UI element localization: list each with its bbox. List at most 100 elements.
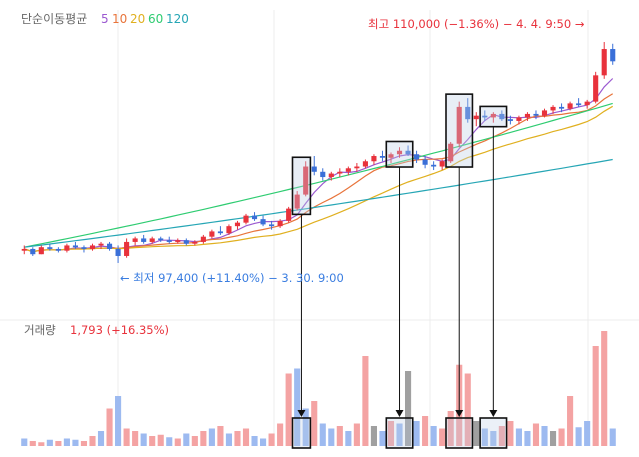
- volume-bar: [464, 373, 471, 446]
- candle-body: [217, 231, 223, 234]
- volume-bar: [208, 428, 215, 446]
- arrow-head: [489, 410, 498, 417]
- candle-body: [30, 248, 36, 255]
- volume-bar: [166, 437, 173, 446]
- volume-bar: [524, 431, 531, 446]
- candle-body: [38, 247, 44, 255]
- volume-bar: [29, 441, 36, 446]
- ma-line-60: [24, 102, 613, 248]
- candle-body: [345, 168, 351, 172]
- candle-body: [260, 219, 266, 225]
- highlight-volume-box: [479, 417, 508, 449]
- candle-body: [439, 161, 445, 167]
- candle-body: [388, 154, 394, 158]
- volume-bar: [174, 438, 181, 446]
- volume-bar: [89, 436, 96, 446]
- volume-bar: [481, 428, 488, 446]
- ma-legend-5: 5: [101, 12, 109, 26]
- volume-bar: [225, 433, 233, 446]
- candle-body: [593, 75, 599, 102]
- volume-bar: [515, 428, 522, 446]
- volume-bar: [336, 426, 343, 446]
- candle-body: [328, 173, 334, 178]
- volume-bar: [115, 396, 122, 446]
- candle-body: [209, 231, 215, 237]
- volume-title: 거래량: [24, 323, 56, 337]
- highlight-volume-box: [445, 417, 474, 449]
- ma-line-20: [24, 105, 614, 253]
- volume-bar: [200, 431, 207, 446]
- candle-body: [414, 154, 420, 160]
- volume-bar: [183, 433, 190, 446]
- ma-legend-20: 20: [130, 12, 145, 26]
- volume-bar: [447, 411, 454, 446]
- candle-body: [567, 103, 573, 109]
- candle-body: [320, 171, 326, 178]
- low-annotation: ← 최저 97,400 (+11.40%) − 3. 30. 9:00: [120, 271, 344, 285]
- highlight-volume-box: [291, 417, 312, 449]
- candle-body: [362, 161, 368, 167]
- volume-bar: [584, 421, 591, 446]
- volume-bar: [157, 434, 164, 446]
- candle-body: [576, 103, 582, 106]
- candle-body: [516, 117, 522, 121]
- candle-body: [473, 115, 479, 120]
- candle-body: [158, 238, 164, 241]
- ma-legend-title: 단순이동평균: [21, 12, 87, 26]
- candle-body: [303, 166, 309, 195]
- candle-body: [499, 113, 505, 120]
- volume-bar: [404, 371, 412, 446]
- volume-bar: [567, 396, 574, 446]
- volume-bar: [379, 431, 386, 446]
- volume-bar: [217, 426, 224, 446]
- volume-bar: [549, 431, 557, 446]
- volume-bar: [191, 436, 198, 446]
- ma-legend-60: 60: [148, 12, 163, 26]
- volume-bar: [55, 441, 62, 446]
- candle-body: [234, 222, 241, 227]
- volume-bar: [319, 423, 326, 446]
- volume-bar: [370, 426, 377, 446]
- candle-body: [584, 101, 590, 106]
- candle-body: [72, 245, 78, 248]
- candle-body: [175, 240, 181, 242]
- volume-bar: [439, 428, 446, 446]
- moving-average-lines: [24, 78, 614, 253]
- candle-body: [533, 113, 539, 116]
- volume-bar: [242, 428, 250, 446]
- candle-body: [422, 159, 428, 165]
- candle-body: [456, 106, 462, 144]
- highlight-box: [479, 105, 508, 128]
- volume-bar: [80, 441, 88, 446]
- highlight-box: [291, 156, 312, 216]
- ma-legend-120: 120: [166, 12, 189, 26]
- candle-body: [371, 156, 377, 162]
- candle-body: [524, 113, 531, 118]
- volume-bar: [575, 427, 582, 446]
- high-annotation: 최고 110,000 (−1.36%) − 4. 4. 9:50 →: [368, 17, 585, 31]
- volume-bar: [140, 433, 147, 446]
- candle-body: [379, 156, 386, 158]
- candle-body: [559, 106, 565, 109]
- candle-body: [482, 115, 488, 118]
- volume-bar: [498, 426, 505, 446]
- volume-bar: [413, 421, 420, 446]
- candle-body: [507, 119, 513, 121]
- candle-body: [115, 248, 121, 256]
- volume-bar: [38, 442, 45, 446]
- volume-bar: [97, 431, 105, 446]
- candle-body: [141, 238, 147, 242]
- volume-bar: [63, 438, 70, 446]
- candle-body: [541, 110, 548, 116]
- volume-bar: [422, 416, 429, 446]
- arrow-head: [455, 410, 464, 417]
- volume-bar: [251, 436, 258, 446]
- highlight-annotations: [291, 93, 508, 449]
- volume-bar: [532, 423, 540, 446]
- volume-bars: [21, 331, 616, 446]
- volume-bar: [558, 428, 565, 446]
- candle-body: [431, 164, 437, 167]
- candle-body: [21, 248, 27, 251]
- highlight-volume-box: [385, 417, 414, 449]
- volume-bar: [353, 423, 360, 446]
